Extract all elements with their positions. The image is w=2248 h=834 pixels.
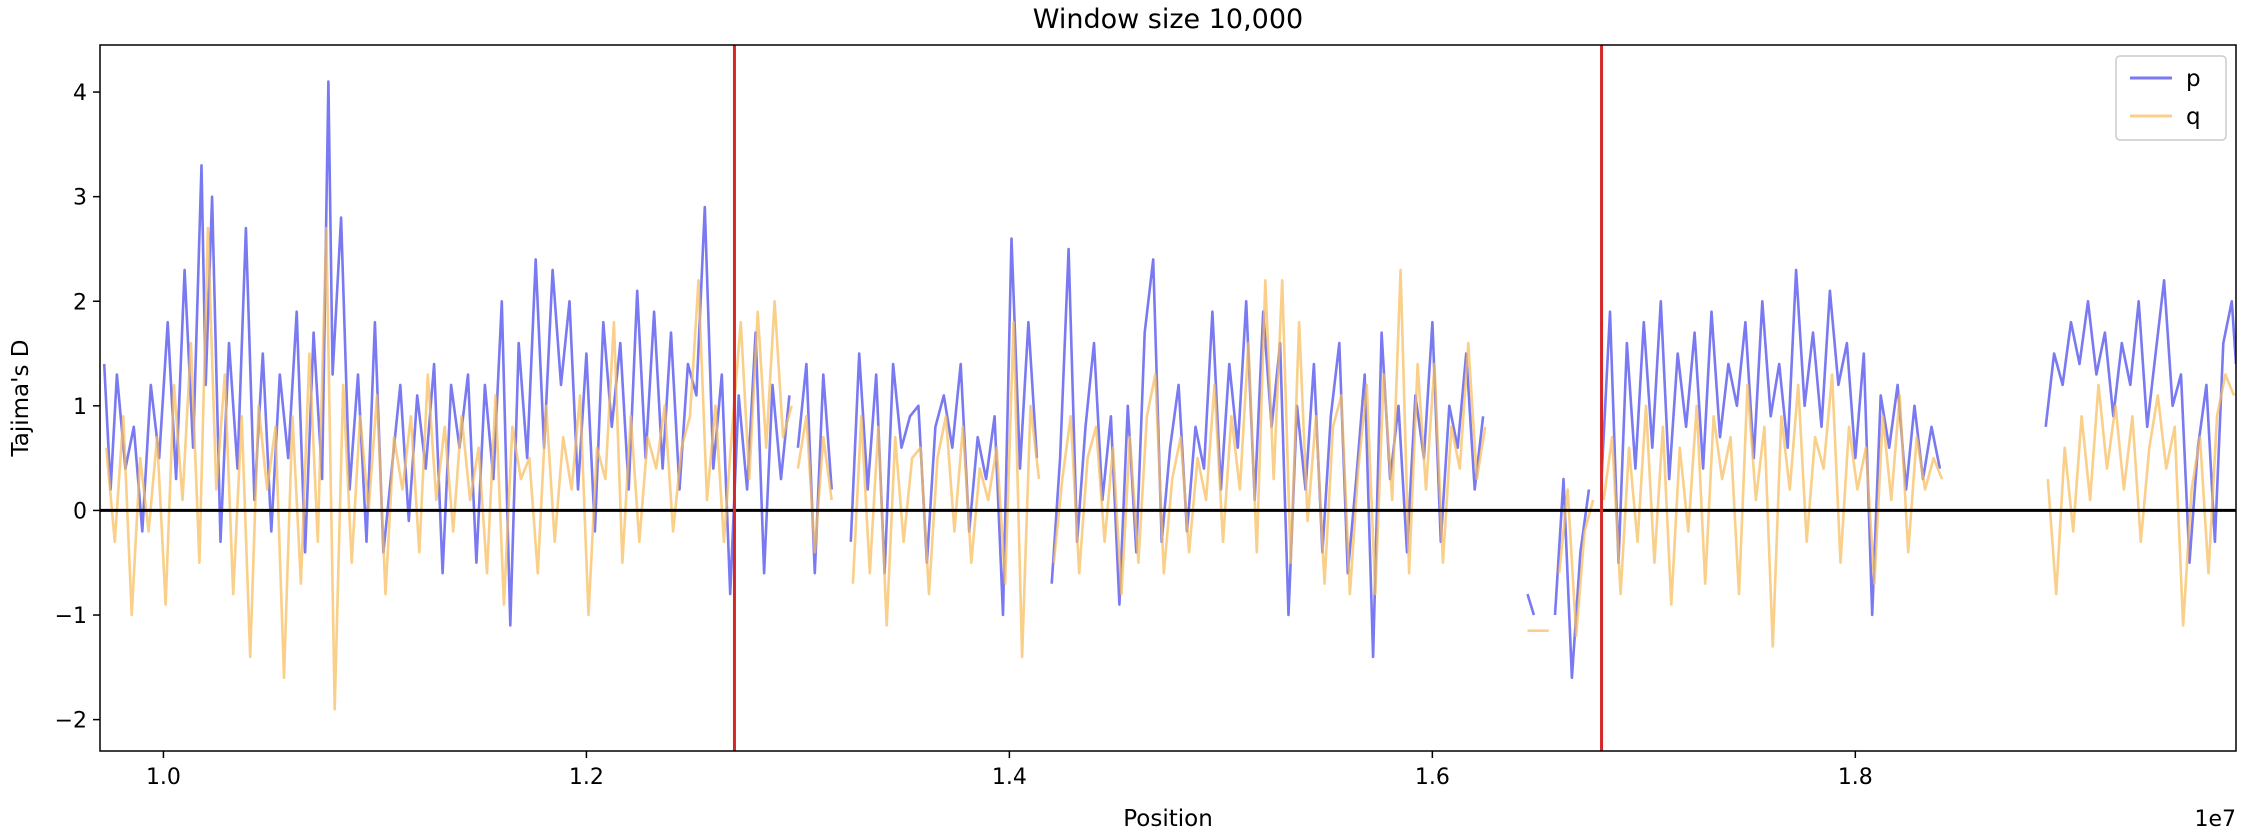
- series-p-segment-5: [1553, 477, 1591, 680]
- x-axis-label: Position: [1123, 806, 1213, 832]
- y-tick-label: 3: [73, 186, 87, 211]
- x-tick-label: 1.8: [1838, 765, 1873, 790]
- series-q-segment-6: [1602, 373, 1944, 648]
- reference-lines: [100, 45, 2236, 751]
- legend-frame: [2115, 55, 2227, 141]
- series-p-segment-1: [796, 362, 833, 575]
- series-q-segment-0: [105, 226, 793, 711]
- y-tick-label: 4: [73, 81, 87, 106]
- series-q-segment-1: [796, 414, 833, 554]
- series-p-segment-7: [2044, 278, 2236, 565]
- legend: p q: [2115, 55, 2227, 141]
- x-axis-offset-label: 1e7: [2194, 807, 2236, 832]
- series-q-segment-3: [1052, 268, 1487, 596]
- series-p-segment-4: [1526, 593, 1536, 616]
- series-q-segment-5: [1557, 488, 1595, 638]
- y-tick-label: 0: [73, 499, 87, 524]
- series-q: [105, 226, 2236, 711]
- legend-label-q: q: [2186, 104, 2201, 130]
- x-tick-label: 1.6: [1415, 765, 1450, 790]
- y-axis-label: Tajima's D: [8, 340, 34, 458]
- legend-label-p: p: [2186, 66, 2201, 92]
- y-axis: −2 −1 0 1 2 3 4: [55, 81, 100, 734]
- plot-frame: [99, 44, 2237, 752]
- x-tick-label: 1.0: [146, 765, 181, 790]
- series-p-segment-3: [1050, 247, 1485, 659]
- y-tick-label: 1: [73, 395, 87, 420]
- y-tick-label: −2: [55, 709, 87, 734]
- series-p-segment-6: [1600, 268, 1942, 617]
- x-tick-label: 1.4: [992, 765, 1027, 790]
- series-q-segment-2: [851, 320, 1041, 659]
- series-p: [102, 80, 2236, 680]
- chart-title: Window size 10,000: [1033, 4, 1303, 35]
- series-p-segment-0: [102, 80, 791, 627]
- plot-area: [99, 44, 2237, 752]
- series-q-segment-7: [2046, 373, 2236, 627]
- series-layer: [102, 80, 2236, 711]
- y-tick-label: −1: [55, 604, 87, 629]
- x-tick-label: 1.2: [569, 765, 604, 790]
- x-axis: 1.0 1.2 1.4 1.6 1.8: [146, 751, 1873, 790]
- y-tick-label: 2: [73, 290, 87, 315]
